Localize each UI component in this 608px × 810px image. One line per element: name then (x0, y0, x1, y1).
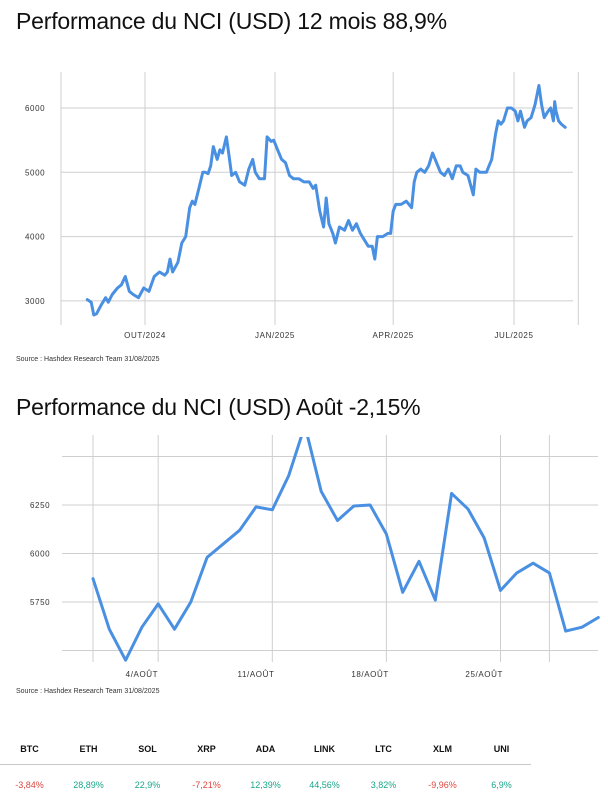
chart2-title: Performance du NCI (USD) Août -2,15% (16, 394, 421, 420)
asset-return-eth: 28,89% (73, 780, 104, 790)
asset-name-sol: SOL (118, 734, 177, 765)
y-tick-label: 6000 (30, 550, 50, 559)
x-tick-label: 18/AOÛT (351, 670, 389, 679)
y-tick-label: 5750 (30, 598, 50, 607)
y-tick-label: 3000 (25, 297, 45, 306)
x-tick-label: 25/AOÛT (465, 670, 503, 679)
x-tick-label: JAN/2025 (255, 331, 295, 340)
chart1: 3000 4000 5000 6000 OUT/2024 JAN/2025 APR/2025… (25, 72, 579, 340)
asset-return-ada: 12,39% (250, 780, 281, 790)
nci-12m-line (85, 84, 567, 317)
asset-name-ltc: LTC (354, 734, 413, 765)
returns-table: BTC ETH SOL XRP ADA LINK LTC XLM UNI -3,84% 28,89… (0, 734, 531, 805)
asset-return-link: 44,56% (309, 780, 340, 790)
asset-name-xlm: XLM (413, 734, 472, 765)
asset-name-eth: ETH (59, 734, 118, 765)
asset-name-ada: ADA (236, 734, 295, 765)
chart1-title: Performance du NCI (USD) 12 mois 88,9% (16, 8, 447, 34)
y-tick-label: 5000 (25, 168, 45, 177)
y-tick-label: 4000 (25, 233, 45, 242)
asset-return-ltc: 3,82% (370, 780, 397, 790)
asset-row: BTC ETH SOL XRP ADA LINK LTC XLM UNI (0, 734, 531, 765)
asset-return-xlm: -9,96% (428, 780, 457, 790)
asset-name-xrp: XRP (177, 734, 236, 765)
asset-name-link: LINK (295, 734, 354, 765)
asset-return-sol: 22,9% (134, 780, 161, 790)
x-tick-label: APR/2025 (373, 331, 414, 340)
asset-return-xrp: -7,21% (192, 780, 221, 790)
asset-return-btc: -3,84% (15, 780, 44, 790)
asset-return-uni: 6,9% (491, 780, 512, 790)
y-tick-label: 6000 (25, 104, 45, 113)
asset-name-uni: UNI (472, 734, 531, 765)
y-tick-label: 6250 (30, 501, 50, 510)
x-tick-label: 4/AOÛT (126, 670, 159, 679)
asset-name-btc: BTC (0, 734, 59, 765)
chart1-source: Source : Hashdex Research Team 31/08/202… (16, 356, 160, 363)
return-row: -3,84% 28,89% 22,9% -7,21% 12,39% 44,56% 3,82%… (0, 765, 531, 806)
x-tick-label: JUL/2025 (494, 331, 533, 340)
chart2-source: Source : Hashdex Research Team 31/08/202… (16, 688, 160, 695)
x-tick-label: 11/AOÛT (238, 670, 275, 679)
chart2: 5750 6000 6250 4/AOÛT 11/AOÛT 18/AOÛT 25/AOÛT (30, 435, 600, 679)
nci-aug-line (91, 437, 600, 662)
x-tick-label: OUT/2024 (124, 331, 166, 340)
